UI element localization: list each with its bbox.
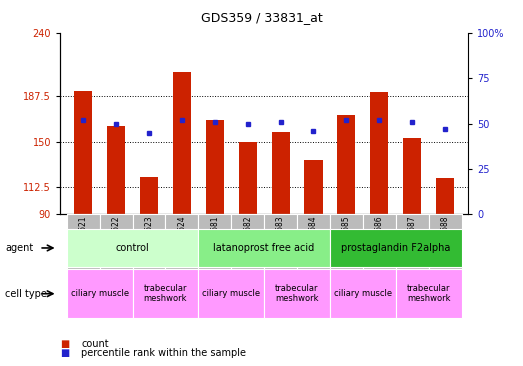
Bar [198,269,264,318]
Bar [67,229,198,267]
Text: GSM7623: GSM7623 [144,216,153,253]
Text: cell type: cell type [5,289,47,299]
Bar [198,214,231,271]
Bar [297,214,330,229]
Bar [271,132,290,214]
Bar [264,214,297,229]
Text: control: control [116,243,150,253]
Bar [264,269,330,318]
Bar [297,214,330,271]
Bar [337,115,356,214]
Bar [140,177,158,214]
Bar [165,214,198,271]
Bar [238,142,257,214]
Bar [429,214,461,229]
Bar [173,72,191,214]
Bar [370,92,388,214]
Bar [74,91,92,214]
Bar [132,214,165,271]
Bar [363,214,396,229]
Bar [198,214,231,229]
Text: trabecular
meshwork: trabecular meshwork [275,284,319,303]
Bar [165,214,198,229]
Text: ■: ■ [60,339,70,349]
Bar [264,214,297,271]
Bar [99,214,132,271]
Text: GSM6685: GSM6685 [342,216,351,253]
Text: GSM6681: GSM6681 [210,216,219,252]
Text: GSM6683: GSM6683 [276,216,285,253]
Bar [304,160,323,214]
Text: GSM7622: GSM7622 [111,216,121,252]
Text: agent: agent [5,243,33,253]
Bar [330,229,461,267]
Text: trabecular
meshwork: trabecular meshwork [407,284,450,303]
Text: GSM6686: GSM6686 [375,216,384,253]
Bar [396,214,429,271]
Bar [403,138,421,214]
Text: latanoprost free acid: latanoprost free acid [213,243,315,253]
Text: GSM7621: GSM7621 [78,216,88,252]
Bar [67,214,99,271]
Bar [231,214,264,271]
Bar [132,214,165,229]
Bar [330,214,363,271]
Bar [198,229,330,267]
Text: ■: ■ [60,348,70,358]
Bar [436,178,454,214]
Text: ciliary muscle: ciliary muscle [71,289,129,298]
Text: count: count [81,339,109,349]
Text: GSM6684: GSM6684 [309,216,318,253]
Text: ciliary muscle: ciliary muscle [334,289,392,298]
Text: trabecular
meshwork: trabecular meshwork [144,284,187,303]
Bar [67,269,132,318]
Text: GSM7624: GSM7624 [177,216,186,253]
Text: GSM6687: GSM6687 [407,216,417,253]
Bar [429,214,461,271]
Bar [132,269,198,318]
Bar [330,214,363,229]
Bar [206,120,224,214]
Text: ciliary muscle: ciliary muscle [202,289,260,298]
Bar [330,269,396,318]
Text: prostaglandin F2alpha: prostaglandin F2alpha [341,243,450,253]
Text: GDS359 / 33831_at: GDS359 / 33831_at [201,11,322,24]
Text: GSM6688: GSM6688 [440,216,450,252]
Text: percentile rank within the sample: percentile rank within the sample [81,348,246,358]
Bar [99,214,132,229]
Bar [67,214,99,229]
Bar [363,214,396,271]
Bar [396,269,461,318]
Bar [231,214,264,229]
Bar [107,126,125,214]
Bar [396,214,429,229]
Text: GSM6682: GSM6682 [243,216,252,252]
